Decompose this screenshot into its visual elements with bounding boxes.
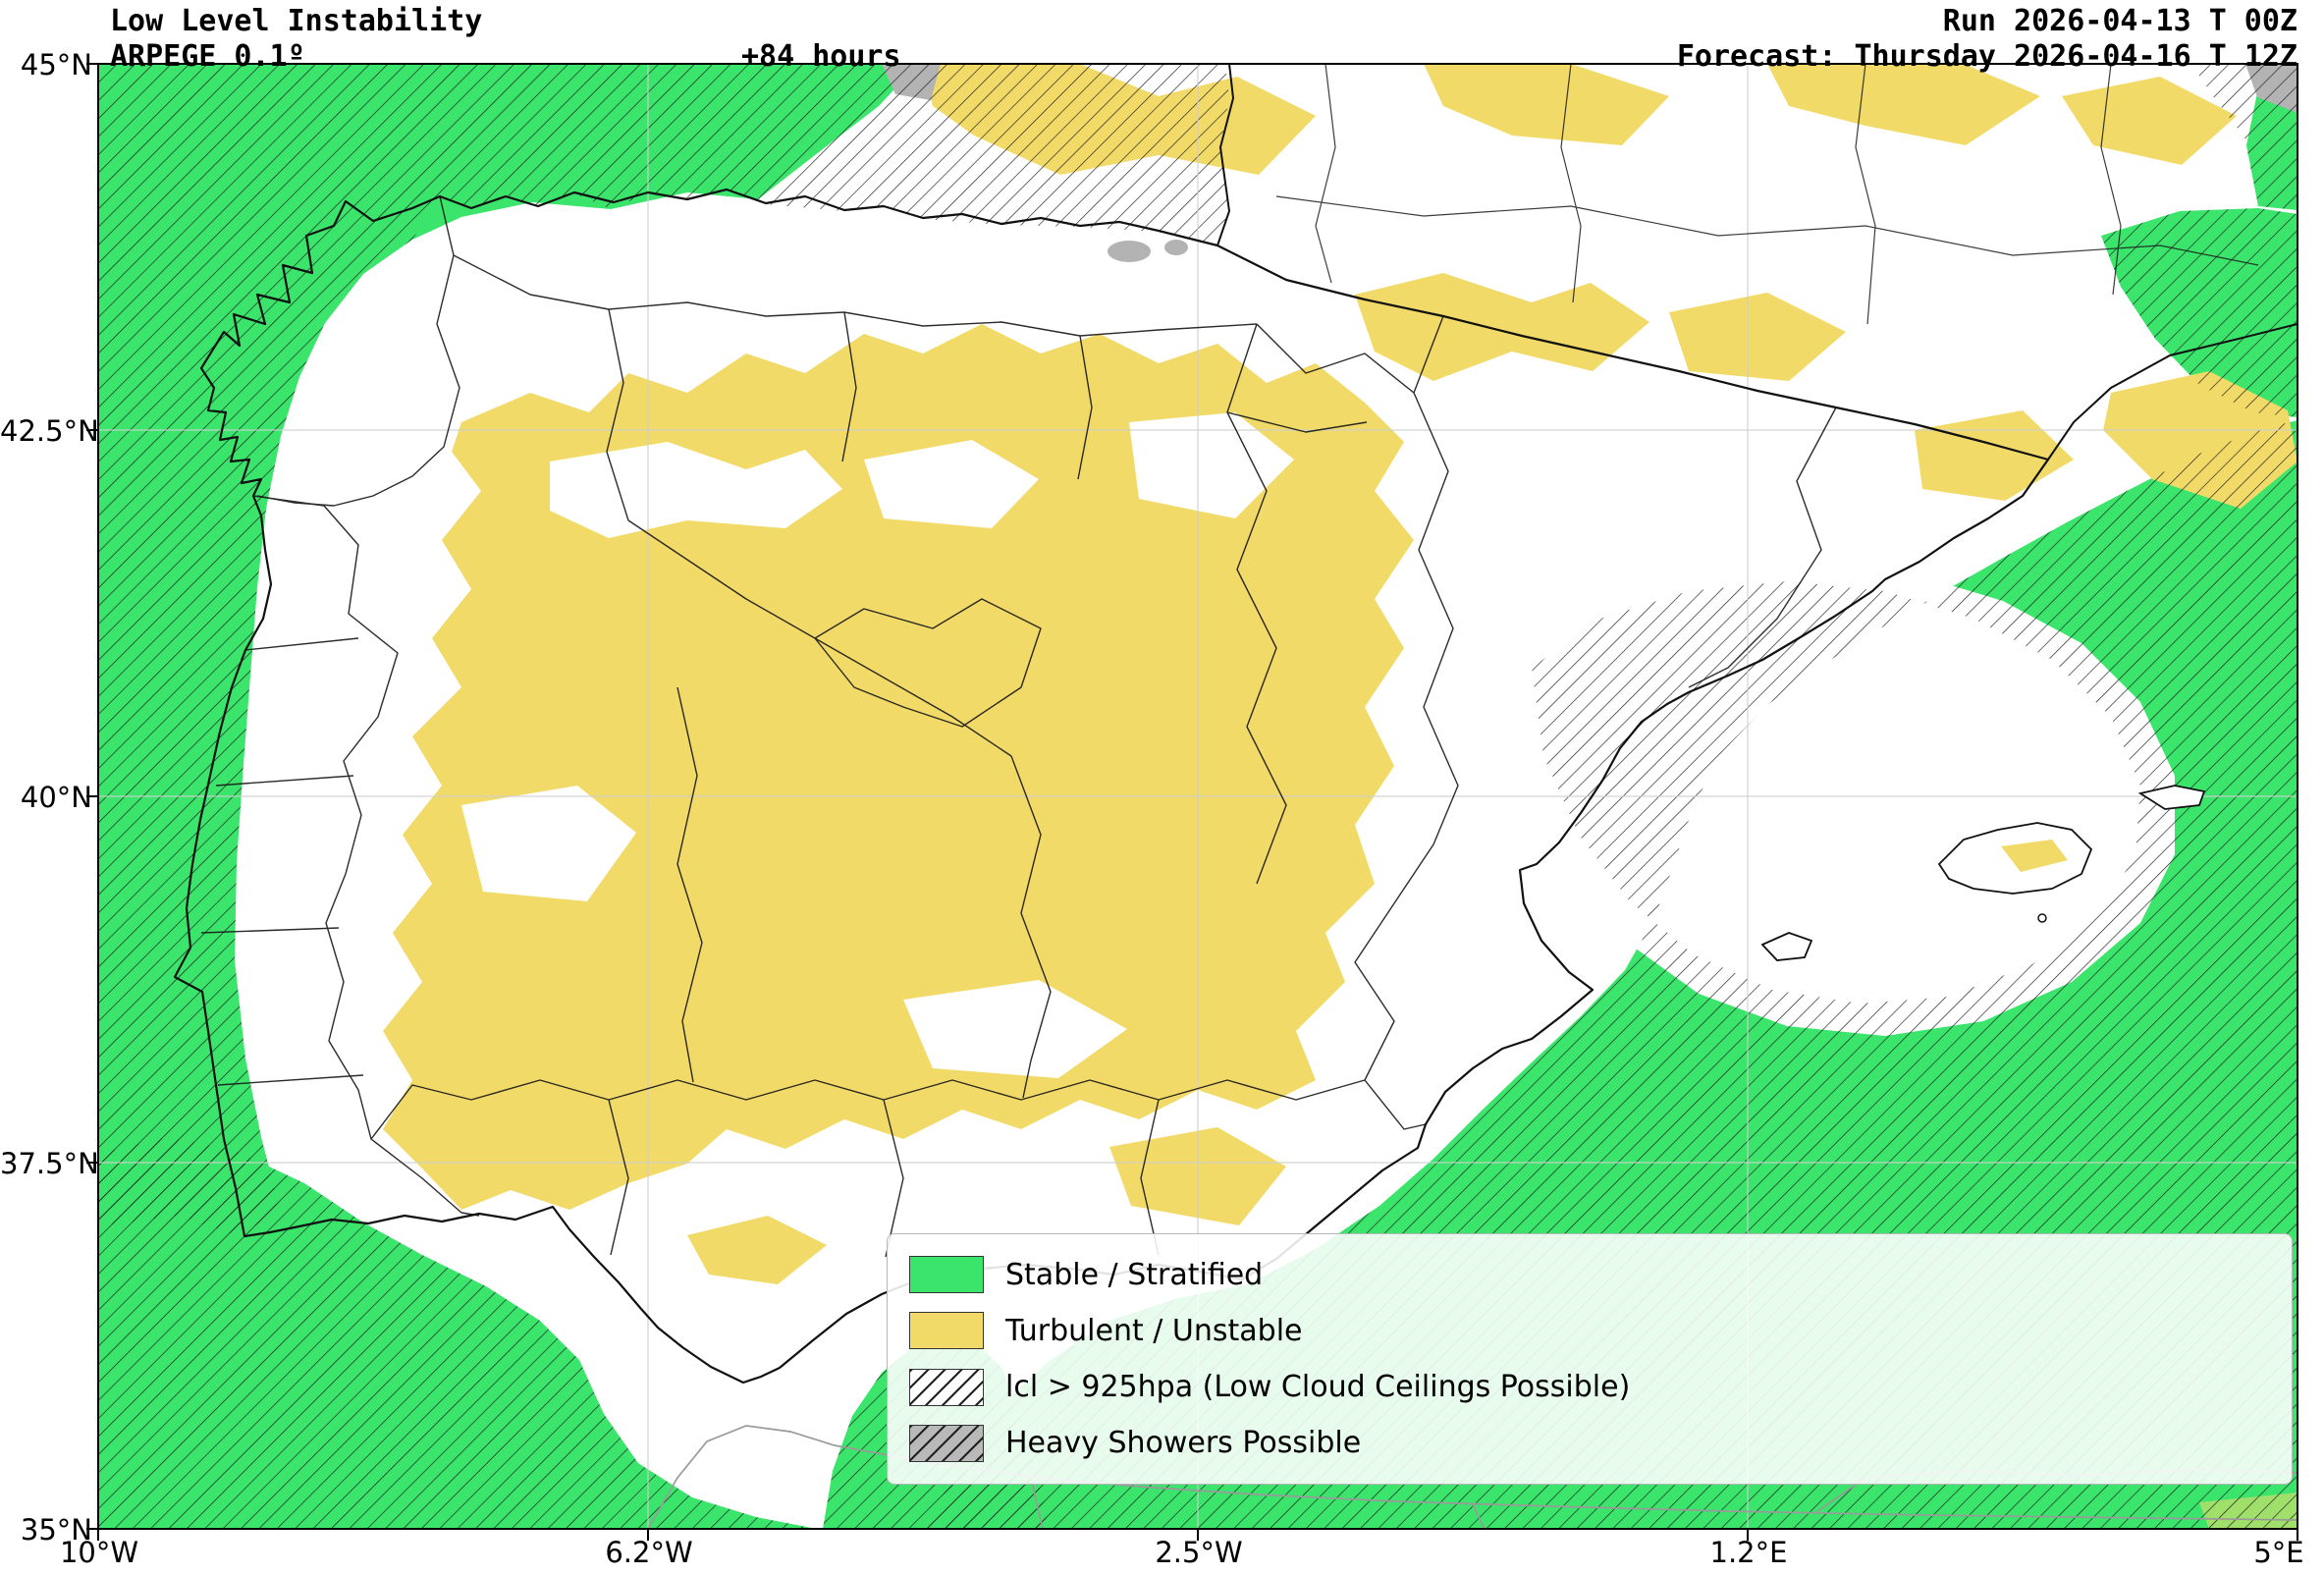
legend-item-turbulent: Turbulent / Unstable <box>909 1306 2270 1355</box>
legend-label-turbulent: Turbulent / Unstable <box>1005 1313 1303 1348</box>
coastline-france <box>1216 64 2297 461</box>
island-menorca <box>2137 785 2206 810</box>
lat-tick-42-5: 42.5°N <box>0 414 99 448</box>
lon-tick-10w: 10°W <box>59 1536 139 1569</box>
legend-label-heavy-showers: Heavy Showers Possible <box>1005 1426 1362 1461</box>
yellow-region-aragon <box>1669 293 1846 381</box>
legend: Stable / Stratified Turbulent / Unstable… <box>887 1233 2293 1485</box>
legend-item-stable: Stable / Stratified <box>909 1250 2270 1299</box>
lat-tick-35: 35°N <box>20 1513 92 1547</box>
balearic-islands <box>1760 785 2206 961</box>
yellow-region-france-3 <box>1767 64 2040 145</box>
yellow-region-mallorca <box>2001 840 2068 872</box>
lcl-hatch-swatch <box>909 1368 984 1406</box>
lead-time-label: +84 hours <box>741 39 901 74</box>
legend-item-lcl: lcl > 925hpa (Low Cloud Ceilings Possibl… <box>909 1363 2270 1412</box>
unstable-yellow-regions <box>383 64 2297 1529</box>
lon-tick-6-2w: 6.2°W <box>605 1536 693 1569</box>
forecast-label: Forecast: Thursday 2026-04-16 T 12Z <box>1676 39 2297 74</box>
gridlines <box>98 64 2297 1529</box>
lat-tick-40: 40°N <box>20 781 92 814</box>
legend-label-lcl: lcl > 925hpa (Low Cloud Ceilings Possibl… <box>1005 1370 1631 1405</box>
lon-tick-1-2e: 1.2°E <box>1709 1536 1788 1569</box>
legend-item-heavy-showers: Heavy Showers Possible <box>909 1419 2270 1468</box>
coastline-iberia <box>173 188 2050 1385</box>
white-holes <box>461 412 1294 1078</box>
yellow-region-meseta <box>383 324 1414 1210</box>
yellow-region-france-2 <box>1424 64 1669 145</box>
model-label: ARPEGE 0.1º <box>110 39 305 74</box>
run-label: Run 2026-04-13 T 00Z <box>1942 4 2297 38</box>
turbulent-swatch <box>909 1312 984 1350</box>
island-ibiza <box>1760 932 1813 961</box>
lat-tick-37-5: 37.5°N <box>0 1147 99 1180</box>
island-cabrera <box>2037 913 2047 923</box>
page-title: Low Level Instability <box>110 4 483 38</box>
yellow-region-ronda <box>687 1216 827 1284</box>
france-borders <box>1275 64 2259 325</box>
lon-tick-2-5w: 2.5°W <box>1155 1536 1243 1569</box>
lon-tick-5e: 5°E <box>2253 1536 2304 1569</box>
axis-ticks <box>86 63 2298 1541</box>
heavy-showers-swatch <box>909 1424 984 1462</box>
yellow-region-france-4 <box>2062 77 2237 165</box>
legend-label-stable: Stable / Stratified <box>1005 1257 1264 1292</box>
lat-tick-45: 45°N <box>20 48 92 81</box>
stable-swatch <box>909 1256 984 1293</box>
province-borders <box>200 195 1837 1258</box>
